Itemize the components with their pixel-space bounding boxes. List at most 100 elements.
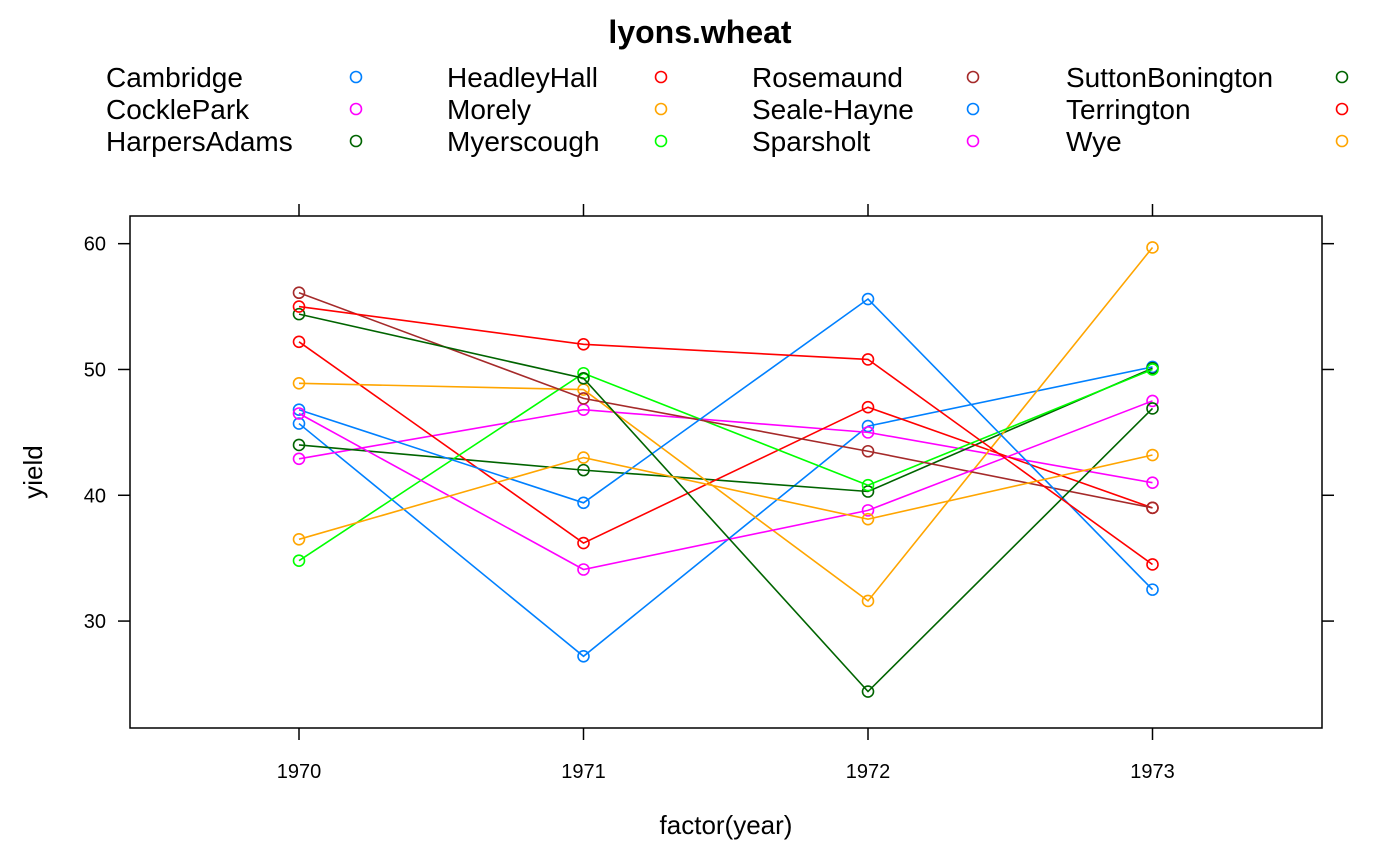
series-line-seale-hayne [298, 297, 1154, 591]
point-rosemaund-1970 [292, 286, 306, 300]
series-seale-hayne [292, 292, 1159, 596]
point-cambridge-1971 [577, 649, 590, 663]
legend-marker-morely [654, 102, 668, 116]
y-axis-label: yield [18, 445, 48, 498]
y-tick-label-50: 50 [84, 359, 106, 381]
x-tick-label-1971: 1971 [561, 761, 606, 783]
series-line-cambridge [298, 366, 1153, 658]
x-tick-label-1970: 1970 [277, 761, 322, 783]
point-myerscough-1973 [1146, 363, 1159, 376]
point-cocklepark-1973 [1146, 476, 1159, 489]
series-wye [292, 448, 1159, 546]
point-myerscough-1970 [292, 554, 306, 567]
legend-label-terrington: Terrington [1066, 94, 1191, 125]
legend-label-headleyhall: HeadleyHall [447, 62, 598, 93]
series-harpersadams [292, 361, 1159, 498]
legend-label-harpersadams: HarpersAdams [106, 126, 293, 157]
series-sparsholt [292, 394, 1159, 576]
legend-marker-terrington [1335, 102, 1349, 116]
series-cambridge [292, 360, 1159, 663]
series-myerscough [292, 363, 1159, 567]
point-sparsholt-1970 [292, 407, 306, 420]
legend-label-rosemaund: Rosemaund [752, 62, 903, 93]
axis-ticks: 1970 1971 1972 1973 30 40 50 60 [84, 204, 1334, 783]
legend-label-cambridge: Cambridge [106, 62, 243, 93]
point-morely-1973 [1146, 241, 1159, 254]
plot-frame [129, 215, 1323, 729]
series-line-terrington [298, 305, 1153, 566]
point-morely-1972 [861, 594, 875, 608]
point-wye-1972 [861, 512, 875, 526]
series-line-sparsholt [298, 400, 1153, 571]
point-sparsholt-1972 [861, 504, 875, 517]
point-terrington-1972 [861, 353, 875, 366]
series-headleyhall [292, 335, 1159, 550]
series-morely [292, 241, 1159, 608]
point-rosemaund-1971 [577, 392, 590, 405]
series-line-headleyhall [298, 341, 1153, 545]
point-morely-1970 [292, 377, 306, 390]
point-sparsholt-1973 [1146, 394, 1159, 408]
point-rosemaund-1972 [861, 444, 875, 458]
point-suttonbonington-1970 [292, 307, 306, 321]
series-line-morely [298, 246, 1154, 603]
legend-label-sparsholt: Sparsholt [752, 126, 871, 157]
y-tick-label-30: 30 [84, 611, 106, 633]
legend-label-suttonbonington: SuttonBonington [1066, 62, 1273, 93]
point-terrington-1970 [292, 300, 306, 313]
legend-marker-suttonbonington [1335, 70, 1349, 84]
point-wye-1970 [292, 533, 306, 546]
series-line-myerscough [298, 368, 1153, 562]
x-axis-label: factor(year) [660, 810, 793, 840]
x-tick-label-1972: 1972 [846, 761, 891, 783]
point-wye-1973 [1146, 448, 1159, 462]
series-line-suttonbonington [298, 313, 1154, 693]
legend-marker-cocklepark [349, 102, 363, 116]
point-headleyhall-1970 [292, 335, 306, 349]
legend-label-morely: Morely [447, 94, 531, 125]
legend-marker-myerscough [654, 134, 668, 148]
point-harpersadams-1971 [577, 463, 590, 477]
legend-marker-cambridge [349, 70, 363, 84]
point-wye-1971 [577, 451, 590, 464]
point-seale-hayne-1973 [1146, 583, 1159, 596]
legend-marker-headleyhall [654, 70, 668, 84]
y-tick-label-60: 60 [84, 234, 106, 256]
point-cocklepark-1970 [292, 452, 306, 466]
legend-marker-harpersadams [349, 134, 363, 148]
point-headleyhall-1971 [577, 536, 590, 550]
series-line-harpersadams [298, 367, 1153, 493]
legend-label-seale-hayne: Seale-Hayne [752, 94, 914, 125]
legend-label-myerscough: Myerscough [447, 126, 600, 157]
chart-title: lyons.wheat [608, 14, 792, 50]
legend-marker-rosemaund [966, 70, 980, 84]
point-harpersadams-1970 [292, 438, 306, 452]
legend-marker-seale-hayne [966, 102, 980, 116]
legend-marker-wye [1335, 134, 1349, 148]
point-seale-hayne-1972 [861, 292, 875, 306]
y-tick-label-40: 40 [84, 485, 106, 507]
x-tick-label-1973: 1973 [1130, 761, 1175, 783]
point-sparsholt-1971 [577, 563, 590, 576]
point-myerscough-1972 [861, 478, 875, 492]
point-terrington-1971 [577, 338, 590, 351]
point-cocklepark-1972 [861, 426, 875, 439]
legend-marker-sparsholt [966, 134, 980, 148]
point-suttonbonington-1971 [577, 371, 590, 385]
point-terrington-1973 [1146, 558, 1159, 571]
point-seale-hayne-1970 [292, 403, 306, 417]
series-suttonbonington [292, 307, 1159, 698]
legend-label-wye: Wye [1066, 126, 1122, 157]
point-cambridge-1970 [292, 417, 306, 430]
point-seale-hayne-1971 [577, 496, 590, 510]
series-line-wye [298, 454, 1153, 541]
point-suttonbonington-1973 [1146, 402, 1159, 415]
point-suttonbonington-1972 [861, 685, 875, 698]
point-rosemaund-1973 [1146, 501, 1159, 515]
point-headleyhall-1972 [861, 400, 875, 414]
legend-label-cocklepark: CocklePark [106, 94, 250, 125]
series-layer [292, 241, 1159, 698]
series-terrington [292, 300, 1159, 571]
